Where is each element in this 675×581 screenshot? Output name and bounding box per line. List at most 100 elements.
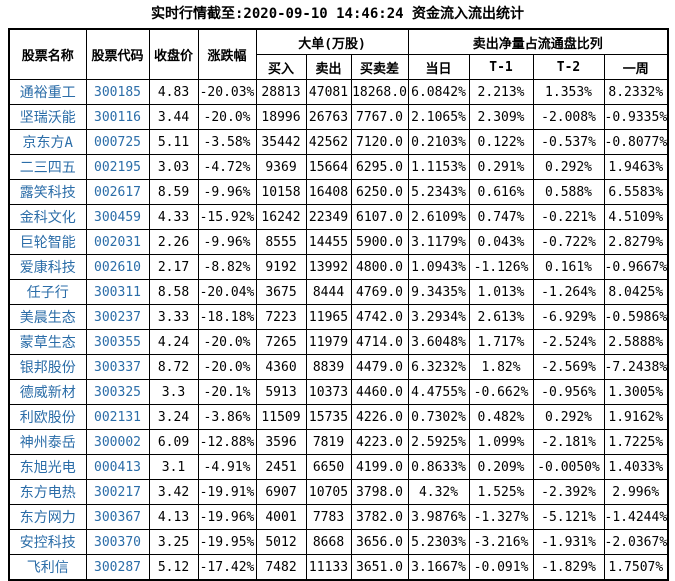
close-price-cell: 2.17 [148,254,199,280]
change-pct-cell: -9.96% [197,179,257,205]
t-minus-1-cell: 0.291% [468,154,534,180]
stock-code-cell[interactable]: 002617 [85,179,150,205]
week-cell: -2.0367% [603,529,669,555]
col-header-change-pct: 涨跌幅 [197,28,257,80]
close-price-cell: 8.58 [148,279,199,305]
stock-name-cell[interactable]: 东方网力 [8,504,87,530]
stock-code-cell[interactable]: 300217 [85,479,150,505]
today-cell: 0.7302% [407,404,470,430]
today-cell: 3.6048% [407,329,470,355]
change-pct-cell: -18.18% [197,304,257,330]
stock-name-cell[interactable]: 银邦股份 [8,354,87,380]
stock-name-cell[interactable]: 飞利信 [8,554,87,581]
stock-name-cell[interactable]: 东方电热 [8,479,87,505]
stock-code-cell[interactable]: 002610 [85,254,150,280]
stock-code-cell[interactable]: 300116 [85,104,150,130]
t-minus-1-cell: 2.309% [468,104,534,130]
col-header-buy: 买入 [255,54,307,80]
buy-cell: 4001 [255,504,307,530]
t-minus-1-cell: 1.82% [468,354,534,380]
stock-name-cell[interactable]: 任子行 [8,279,87,305]
t-minus-2-cell: -1.264% [532,279,605,305]
close-price-cell: 4.83 [148,79,199,105]
stock-name-cell[interactable]: 巨轮智能 [8,229,87,255]
table-row: 东方网力 300367 4.13 -19.96% 4001 7783 3782.0 3.987… [8,504,669,530]
stock-code-cell[interactable]: 000413 [85,454,150,480]
change-pct-cell: -3.58% [197,129,257,155]
stock-code-cell[interactable]: 300370 [85,529,150,555]
week-cell: 8.2332% [603,79,669,105]
t-minus-1-cell: -1.327% [468,504,534,530]
stock-code-cell[interactable]: 300002 [85,429,150,455]
stock-code-cell[interactable]: 300237 [85,304,150,330]
stock-code-cell[interactable]: 300337 [85,354,150,380]
stock-name-cell[interactable]: 东旭光电 [8,454,87,480]
buy-sell-diff-cell: 4199.0 [350,454,409,480]
stock-code-cell[interactable]: 002195 [85,154,150,180]
table-row: 银邦股份 300337 8.72 -20.0% 4360 8839 4479.0 6.3232… [8,354,669,380]
stock-name-cell[interactable]: 露笑科技 [8,179,87,205]
change-pct-cell: -19.96% [197,504,257,530]
change-pct-cell: -20.04% [197,279,257,305]
page-title: 实时行情截至:2020-09-10 14:46:24 资金流入流出统计 [150,6,524,22]
table-row: 东方电热 300217 3.42 -19.91% 6907 10705 3798.0 4.32… [8,479,669,505]
sell-cell: 26763 [305,104,352,130]
sell-cell: 42562 [305,129,352,155]
week-cell: 1.9463% [603,154,669,180]
change-pct-cell: -8.82% [197,254,257,280]
buy-sell-diff-cell: 3656.0 [350,529,409,555]
stock-name-cell[interactable]: 京东方A [8,129,87,155]
table-row: 东旭光电 000413 3.1 -4.91% 2451 6650 4199.0 0.8633%… [8,454,669,480]
stock-code-cell[interactable]: 300325 [85,379,150,405]
close-price-cell: 5.11 [148,129,199,155]
stock-name-cell[interactable]: 蒙草生态 [8,329,87,355]
week-cell: -7.2438% [603,354,669,380]
t-minus-2-cell: -0.956% [532,379,605,405]
today-cell: 5.2303% [407,529,470,555]
buy-cell: 5913 [255,379,307,405]
week-cell: -1.4244% [603,504,669,530]
col-header-close-price: 收盘价 [148,28,199,80]
stock-code-cell[interactable]: 300185 [85,79,150,105]
t-minus-2-cell: -2.181% [532,429,605,455]
buy-cell: 6907 [255,479,307,505]
today-cell: 2.5925% [407,429,470,455]
stock-code-cell[interactable]: 300459 [85,204,150,230]
stock-name-cell[interactable]: 美晨生态 [8,304,87,330]
week-cell: 4.5109% [603,204,669,230]
buy-sell-diff-cell: 4479.0 [350,354,409,380]
buy-cell: 7265 [255,329,307,355]
stock-name-cell[interactable]: 通裕重工 [8,79,87,105]
table-row: 通裕重工 300185 4.83 -20.03% 28813 47081 18268.0 6.… [8,79,669,105]
close-price-cell: 3.33 [148,304,199,330]
stock-code-cell[interactable]: 002031 [85,229,150,255]
sell-cell: 10373 [305,379,352,405]
stock-code-cell[interactable]: 300355 [85,329,150,355]
buy-cell: 28813 [255,79,307,105]
buy-cell: 16242 [255,204,307,230]
buy-sell-diff-cell: 4800.0 [350,254,409,280]
stock-name-cell[interactable]: 二三四五 [8,154,87,180]
t-minus-2-cell: -2.008% [532,104,605,130]
group-header-net-sell-ratio: 卖出净量占流通盘比列 [407,28,669,55]
buy-sell-diff-cell: 3798.0 [350,479,409,505]
week-cell: 1.4033% [603,454,669,480]
change-pct-cell: -4.72% [197,154,257,180]
stock-name-cell[interactable]: 安控科技 [8,529,87,555]
stock-name-cell[interactable]: 坚瑞沃能 [8,104,87,130]
stock-name-cell[interactable]: 金科文化 [8,204,87,230]
sell-cell: 16408 [305,179,352,205]
buy-sell-diff-cell: 4223.0 [350,429,409,455]
stock-name-cell[interactable]: 利欧股份 [8,404,87,430]
stock-code-cell[interactable]: 300367 [85,504,150,530]
stock-code-cell[interactable]: 300311 [85,279,150,305]
week-cell: 2.996% [603,479,669,505]
stock-name-cell[interactable]: 神州泰岳 [8,429,87,455]
stock-name-cell[interactable]: 德威新材 [8,379,87,405]
close-price-cell: 3.03 [148,154,199,180]
buy-sell-diff-cell: 6250.0 [350,179,409,205]
stock-code-cell[interactable]: 000725 [85,129,150,155]
stock-code-cell[interactable]: 300287 [85,554,150,581]
stock-name-cell[interactable]: 爱康科技 [8,254,87,280]
stock-code-cell[interactable]: 002131 [85,404,150,430]
